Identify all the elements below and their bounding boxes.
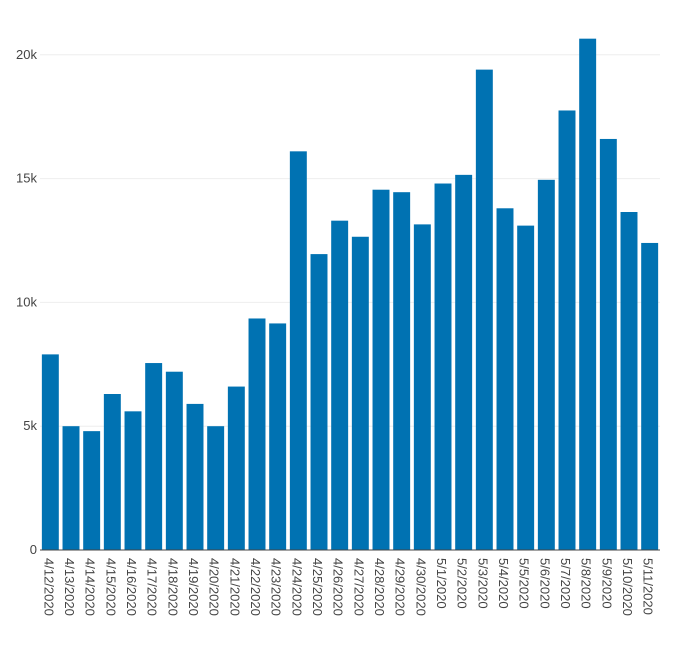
x-tick-label: 4/25/2020 [310,558,325,616]
bar [351,236,369,550]
bar [537,179,555,550]
x-tick-label: 4/12/2020 [41,558,56,616]
bar [599,138,617,550]
x-tick-label: 5/6/2020 [537,558,552,609]
x-tick-label: 4/27/2020 [351,558,366,616]
bar [393,192,411,550]
bar [103,394,121,550]
y-tick-label: 0 [30,542,37,557]
bar [289,151,307,550]
bar [517,225,535,550]
x-tick-label: 5/3/2020 [475,558,490,609]
bar [558,110,576,550]
x-tick-label: 4/28/2020 [372,558,387,616]
x-tick-label: 4/26/2020 [331,558,346,616]
x-tick-label: 4/29/2020 [393,558,408,616]
x-tick-label: 4/19/2020 [186,558,201,616]
bar [413,224,431,550]
y-tick-label: 10k [16,294,37,309]
bar [641,242,659,550]
x-tick-label: 5/11/2020 [641,558,656,615]
bar [434,183,452,550]
bar [62,426,80,550]
x-tick-label: 5/1/2020 [434,558,449,609]
bar [207,426,225,550]
bar [186,403,204,550]
x-tick-label: 4/23/2020 [269,558,284,616]
y-tick-label: 15k [16,171,37,186]
x-tick-label: 4/16/2020 [124,558,139,616]
x-tick-label: 4/22/2020 [248,558,263,616]
x-tick-label: 5/9/2020 [599,558,614,609]
bar [41,354,59,550]
x-tick-label: 4/18/2020 [165,558,180,616]
bar [83,431,101,550]
x-tick-label: 5/4/2020 [496,558,511,609]
bar [269,323,287,550]
bar [455,174,473,551]
bar [372,189,390,550]
x-tick-label: 5/10/2020 [620,558,635,616]
bars-layer [41,38,659,551]
x-tick-label: 4/24/2020 [289,558,304,616]
bar [475,69,493,551]
x-tick-label: 5/8/2020 [579,558,594,609]
x-tick-label: 4/14/2020 [83,558,98,616]
y-axis-ticks: 0 5k 10k 15k 20k [16,47,37,557]
x-tick-label: 5/2/2020 [455,558,470,609]
x-tick-label: 5/7/2020 [558,558,573,609]
bar [227,386,245,550]
bar [248,318,266,550]
bar [331,220,349,551]
x-tick-label: 4/15/2020 [103,558,118,616]
x-tick-label: 4/13/2020 [62,558,77,616]
bar [620,212,638,550]
x-tick-label: 5/5/2020 [517,558,532,609]
bar [124,411,142,550]
y-tick-label: 5k [23,418,37,433]
grid-layer [40,54,660,427]
bar [496,208,514,551]
x-tick-label: 4/21/2020 [227,558,242,616]
bar [310,254,328,550]
bar [579,38,597,551]
x-tick-label: 4/30/2020 [413,558,428,616]
x-tick-label: 4/20/2020 [207,558,222,616]
bar [145,363,163,550]
x-axis-ticks: 4/12/2020 4/13/2020 4/14/2020 4/15/2020 4/16… [41,558,655,616]
bar [165,371,183,550]
x-tick-label: 4/17/2020 [145,558,160,616]
y-tick-label: 20k [16,47,37,62]
